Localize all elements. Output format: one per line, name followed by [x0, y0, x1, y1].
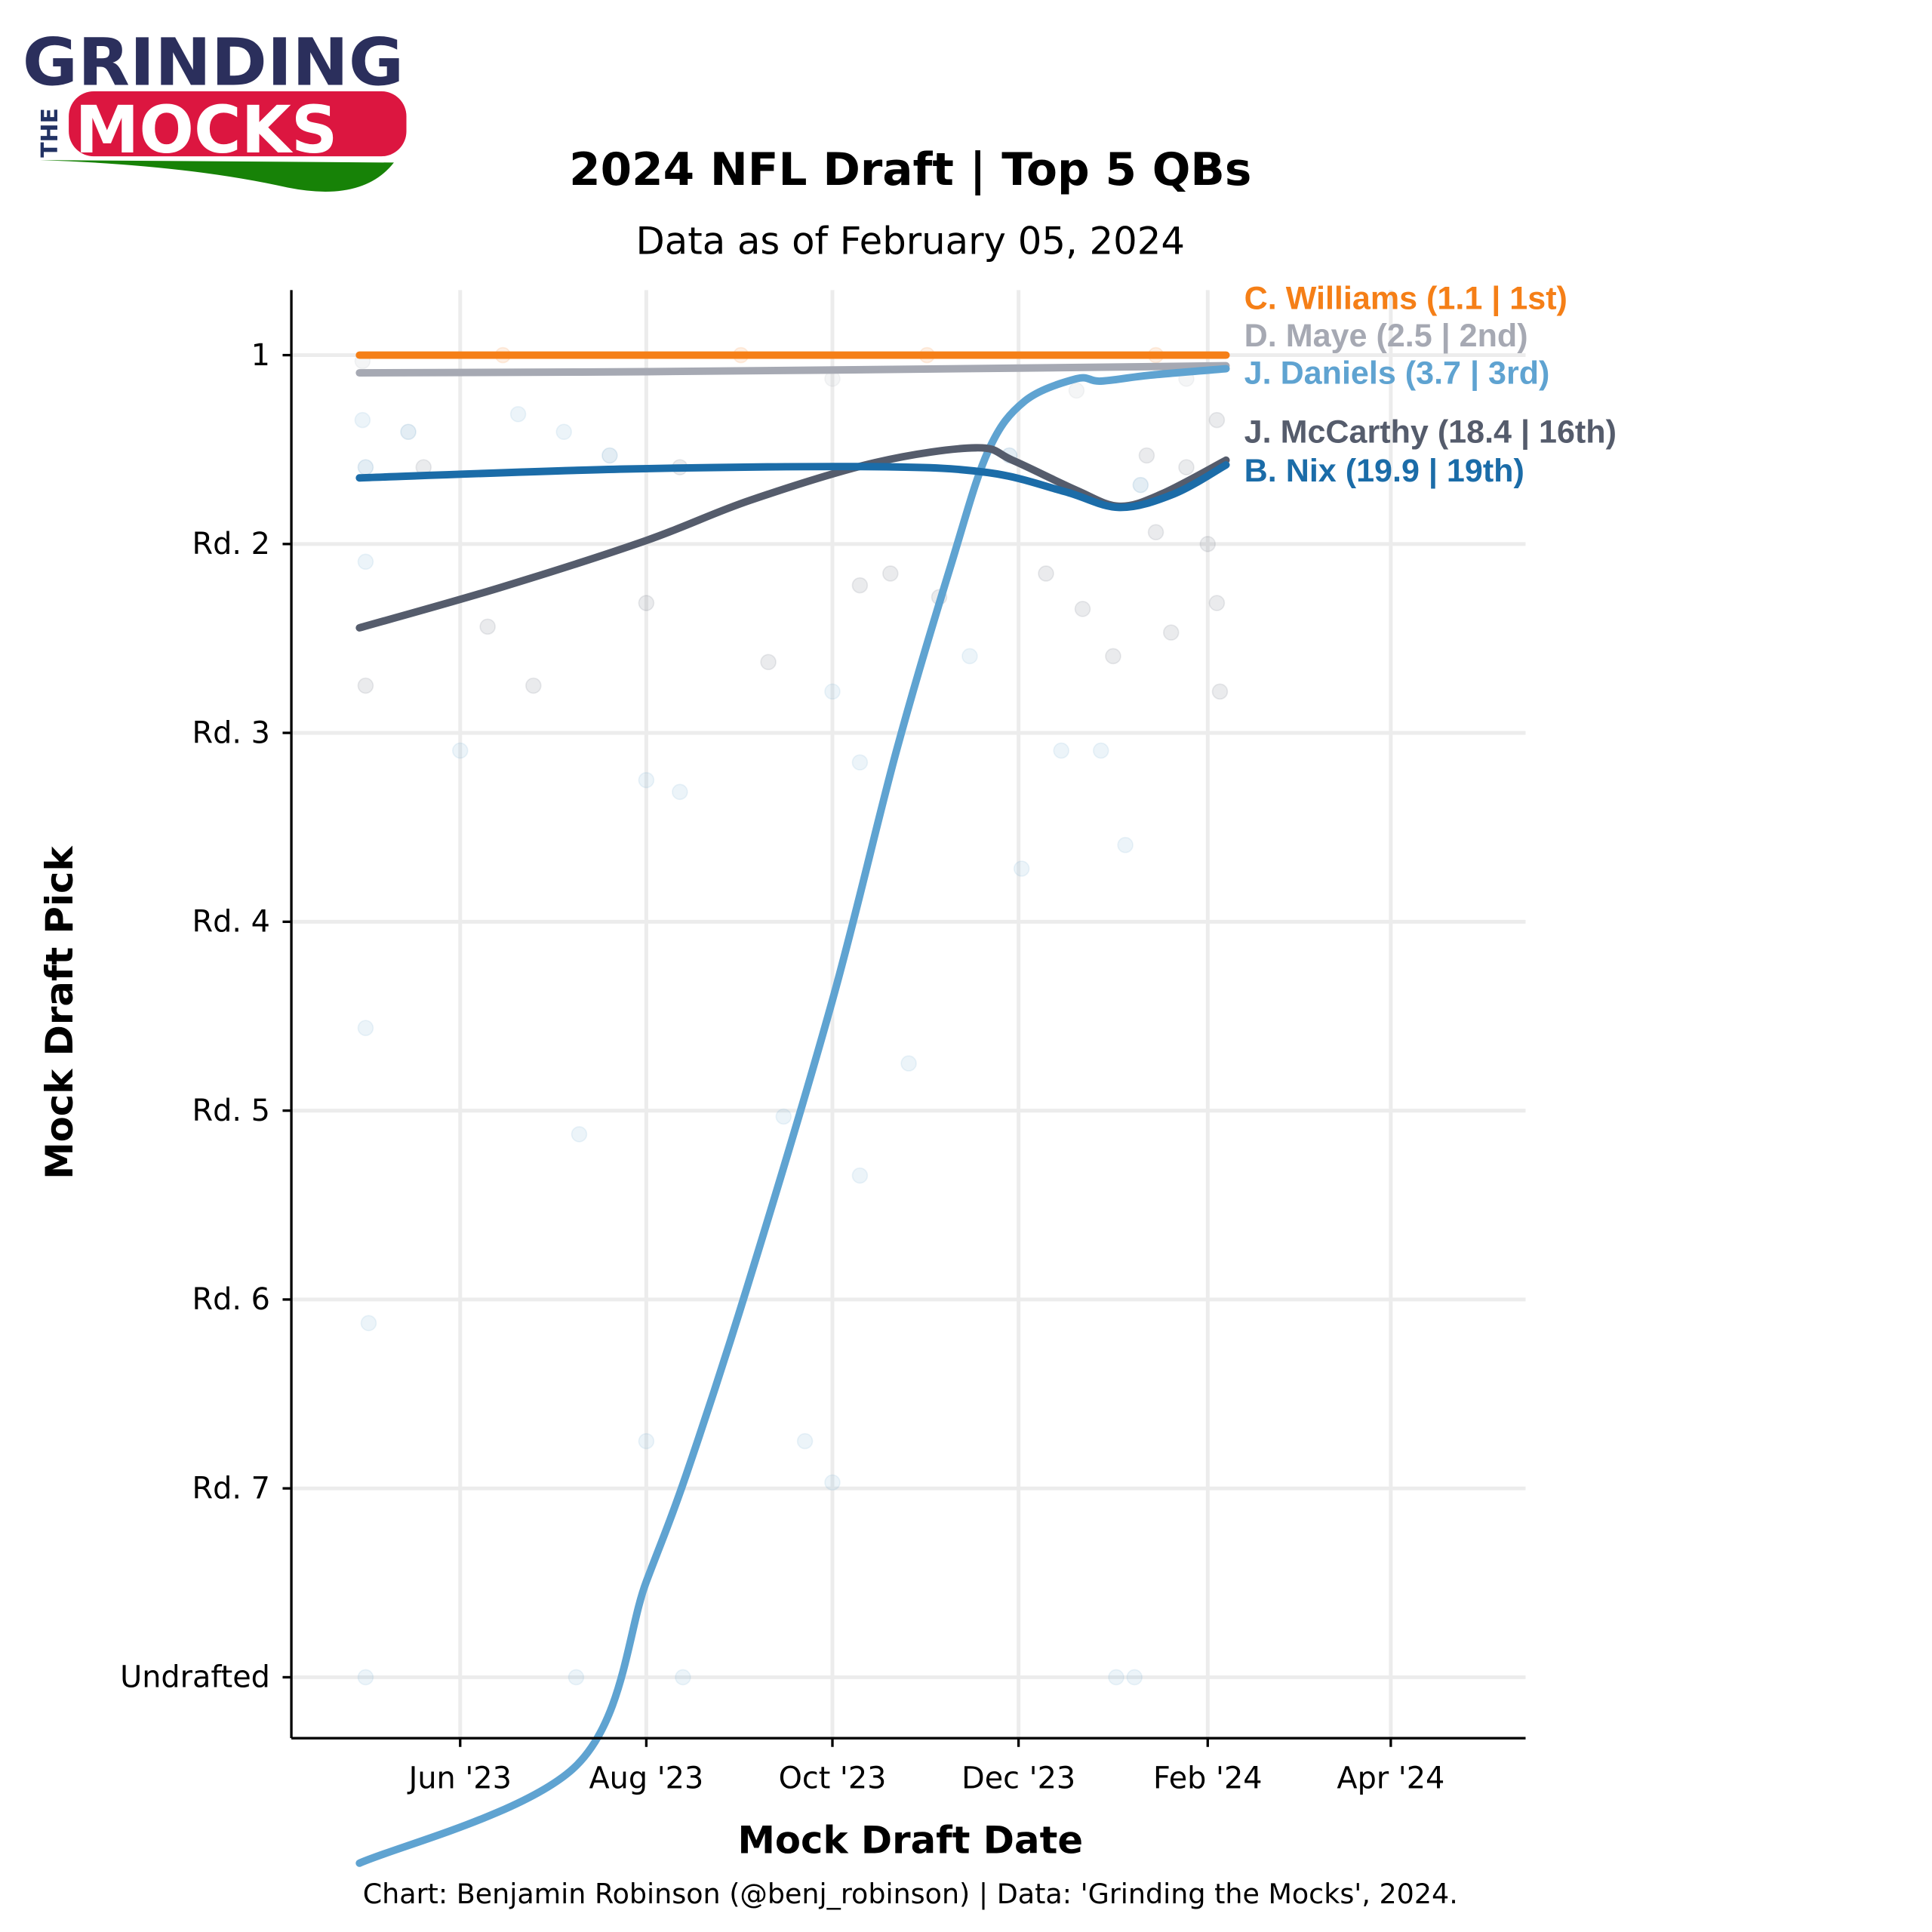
y-tick-label: Rd. 6 [192, 1282, 269, 1317]
scatter-point [571, 1126, 588, 1143]
x-tick-label: Jun '23 [407, 1761, 512, 1795]
x-tick-label: Dec '23 [961, 1761, 1075, 1795]
scatter-point [1105, 648, 1121, 665]
y-tick-label: Rd. 5 [192, 1094, 269, 1128]
series-label: J. Daniels (3.7 | 3rd) [1244, 355, 1550, 392]
trend-lines [355, 351, 1230, 1867]
scatter-point [357, 1020, 374, 1036]
trend-line-b-nix [355, 461, 1230, 512]
scatter-point [568, 1669, 585, 1686]
scatter-point [1211, 683, 1229, 700]
scatter-point [675, 1669, 691, 1686]
y-tick-label: Rd. 3 [192, 715, 269, 750]
series-label: B. Nix (19.9 | 19th) [1244, 453, 1524, 489]
scatter-point [1132, 476, 1149, 494]
scatter-point [1117, 836, 1134, 854]
caption: Chart: Benjamin Robinson (@benj_robinson… [363, 1878, 1458, 1911]
scatter-point [400, 423, 417, 441]
scatter-point [900, 1055, 917, 1072]
x-tick-label: Feb '24 [1153, 1761, 1263, 1795]
scatter-point [1147, 524, 1164, 540]
x-tick-label: Apr '24 [1337, 1761, 1444, 1795]
scatter-point [961, 648, 978, 665]
scatter-point [796, 1432, 814, 1450]
y-tick-label: Rd. 4 [192, 905, 269, 940]
logo-the: THE [37, 108, 63, 158]
scatter-point [1053, 742, 1069, 759]
scatter-point [851, 577, 869, 594]
scatter-point [357, 1669, 374, 1686]
y-tick-label: Rd. 7 [192, 1471, 269, 1506]
y-tick-label: Undrafted [120, 1660, 270, 1695]
scatter-point [1126, 1669, 1143, 1686]
scatter-point [354, 411, 371, 429]
logo-line2: MOCKS [75, 93, 337, 168]
scatter-point [1138, 447, 1155, 464]
y-axis-title: Mock Draft Pick [38, 846, 82, 1180]
logo: GRINDING MOCKS THE [23, 26, 407, 192]
scatter-point [851, 754, 869, 771]
scatter-point [1074, 601, 1091, 617]
ticks: Jun '23 Aug '23 Oct '23 Dec '23 Feb '24 Apr '… [120, 338, 1444, 1796]
scatter-point [638, 771, 655, 789]
series-label: J. McCarthy (18.4 | 16th) [1244, 414, 1617, 451]
chart-subtitle: Data as of February 05, 2024 [636, 219, 1185, 263]
scatter-points [354, 346, 1229, 1686]
scatter-point [760, 654, 777, 671]
scatter-point [1068, 382, 1085, 399]
logo-line1: GRINDING [23, 26, 404, 101]
scatter-point [638, 1432, 655, 1450]
x-tick-label: Aug '23 [589, 1761, 703, 1795]
logo-red-band [69, 91, 407, 157]
scatter-point [360, 1315, 377, 1331]
scatter-point [1013, 860, 1030, 877]
chart-title: 2024 NFL Draft | Top 5 QBs [569, 144, 1251, 196]
scatter-point [851, 1167, 869, 1184]
scatter-point [672, 783, 688, 801]
scatter-point [357, 677, 374, 694]
scatter-point [357, 553, 374, 571]
scatter-point [451, 742, 469, 759]
scatter-point [479, 618, 496, 635]
scatter-point [555, 423, 572, 441]
scatter-point [1208, 595, 1226, 611]
scatter-point [1199, 536, 1217, 552]
trend-line-j-daniels [355, 365, 1230, 1867]
series-labels: C. Williams (1.1 | 1st)D. Maye (2.5 | 2n… [1244, 280, 1617, 489]
scatter-point [509, 406, 527, 423]
x-tick-label: Oct '23 [779, 1761, 887, 1795]
scatter-point [824, 1474, 841, 1491]
scatter-point [824, 683, 841, 700]
scatter-point [1038, 565, 1054, 582]
scatter-point [357, 459, 374, 475]
grid [291, 290, 1526, 1739]
scatter-point [525, 677, 542, 694]
logo-field-icon [40, 160, 394, 192]
scatter-point [601, 447, 618, 464]
scatter-point [1163, 624, 1180, 641]
scatter-point [1178, 459, 1195, 475]
series-label: C. Williams (1.1 | 1st) [1244, 280, 1567, 316]
series-label: D. Maye (2.5 | 2nd) [1244, 318, 1528, 354]
scatter-point [638, 595, 655, 611]
scatter-point [775, 1108, 792, 1125]
trend-line-d-maye [355, 361, 1230, 377]
scatter-point [882, 565, 899, 582]
x-axis-title: Mock Draft Date [737, 1819, 1083, 1863]
scatter-point [1108, 1669, 1124, 1686]
scatter-point [1093, 742, 1109, 759]
y-tick-label: Rd. 2 [192, 527, 269, 561]
scatter-point [1208, 411, 1226, 429]
y-tick-label: 1 [251, 338, 270, 373]
